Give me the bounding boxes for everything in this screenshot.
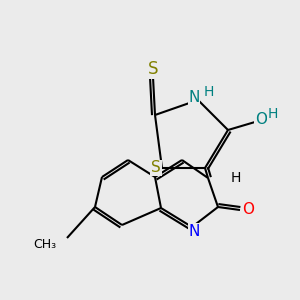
Text: H: H bbox=[268, 107, 278, 121]
Text: N: N bbox=[188, 91, 200, 106]
Text: CH₃: CH₃ bbox=[33, 238, 57, 251]
Text: H: H bbox=[204, 85, 214, 99]
Text: O: O bbox=[255, 112, 267, 128]
Text: S: S bbox=[151, 160, 161, 175]
Text: N: N bbox=[188, 224, 200, 238]
Text: O: O bbox=[242, 202, 254, 217]
Text: S: S bbox=[148, 60, 158, 78]
Text: H: H bbox=[231, 171, 241, 185]
